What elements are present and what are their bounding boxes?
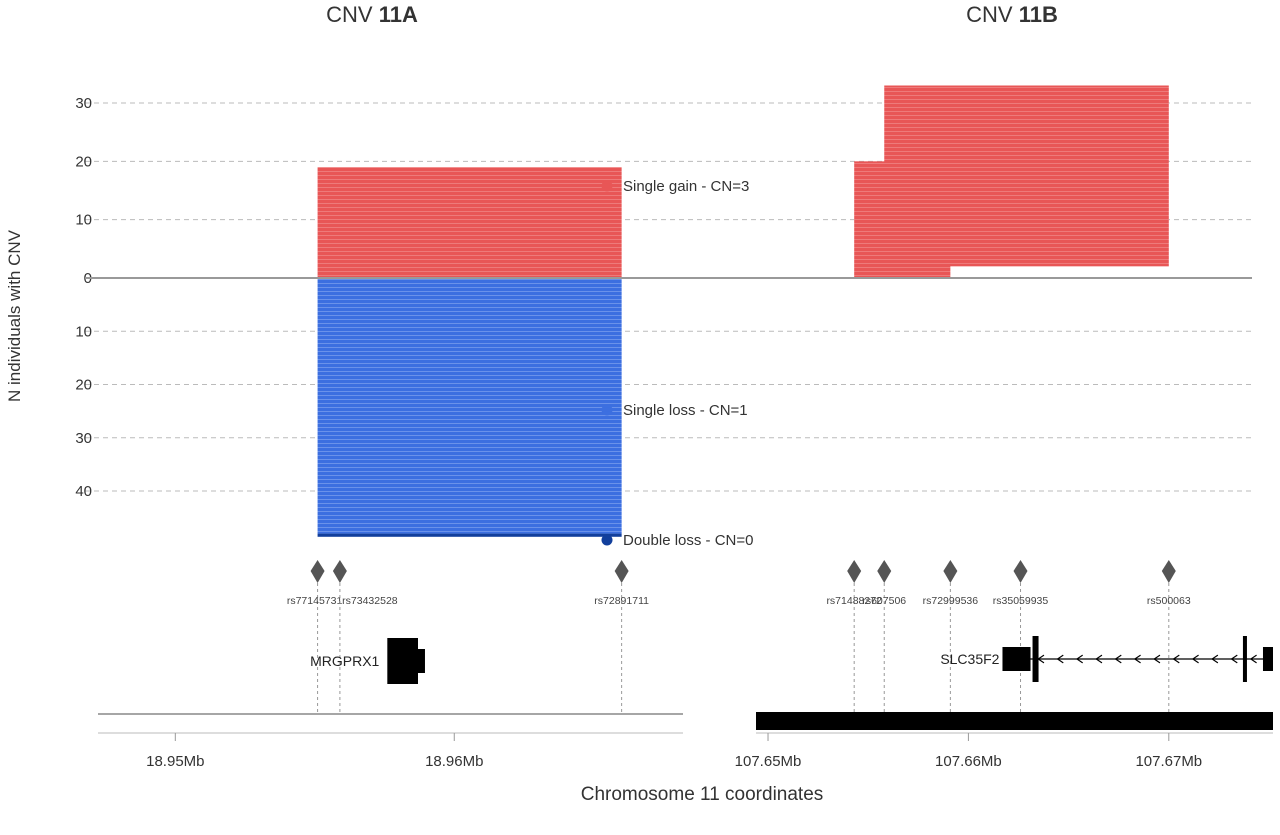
gene-utr	[418, 649, 425, 673]
y-tick-label: 20	[75, 153, 92, 170]
x-tick-label: 18.95Mb	[146, 753, 204, 770]
y-tick-label: 20	[75, 377, 92, 394]
cnv-bar-gain	[317, 167, 622, 278]
y-tick-label: 10	[75, 212, 92, 229]
x-tick-label: 107.67Mb	[1135, 753, 1202, 770]
panel-title-id: 11A	[379, 2, 418, 27]
snp-diamond-icon	[332, 560, 347, 583]
snp-label: rs72891711	[594, 595, 649, 607]
panel-titles: CNV 11A CNV 11B	[326, 2, 1058, 27]
gene-exon	[1032, 636, 1039, 682]
snp-label: rs500063	[1147, 595, 1191, 607]
chromosome-bars	[98, 712, 1273, 730]
snp-label: rs72999536	[923, 595, 979, 607]
panel-title-11a: CNV 11A	[326, 2, 418, 27]
snp-diamond-icon	[614, 560, 629, 583]
panel-title-prefix: CNV	[326, 2, 379, 27]
snp-diamond-icon	[310, 560, 325, 583]
snp-label: rs77145731	[287, 595, 343, 607]
cnv-bar-loss	[317, 278, 622, 534]
cnv-bar-gain	[884, 85, 1169, 267]
gene-label: MRGPRX1	[310, 653, 379, 669]
snp-label: rs73432528	[342, 595, 398, 607]
x-tick-label: 107.66Mb	[935, 753, 1002, 770]
y-tick-label: 10	[75, 323, 92, 340]
snp-label: rs71488272	[826, 595, 882, 607]
y-tick-label: 30	[75, 430, 92, 447]
y-axis-title: N individuals with CNV	[5, 229, 24, 402]
cnv-bar-double-loss	[317, 533, 622, 537]
x-tick-label: 107.65Mb	[735, 753, 802, 770]
y-axis: 302010010203040	[75, 95, 92, 500]
legend-label: Single loss - CN=1	[623, 402, 748, 419]
cnv-bars	[317, 85, 1169, 537]
snp-diamond-icon	[1161, 560, 1176, 583]
panel-title-prefix: CNV	[966, 2, 1019, 27]
legend-swatch	[601, 404, 613, 416]
gene-label: SLC35F2	[940, 651, 999, 667]
y-tick-label: 40	[75, 483, 92, 500]
gene-exon	[1242, 636, 1247, 682]
snp-diamond-icon	[847, 560, 862, 583]
snp-markers: rs77145731 rs73432528 rs72891711 rs71488272…	[287, 560, 1191, 712]
snp-diamond-icon	[877, 560, 892, 583]
legend-swatch	[601, 534, 613, 546]
snp-label: rs35059935	[993, 595, 1049, 607]
snp-diamond-icon	[943, 560, 958, 583]
gene-tracks: MRGPRX1 SLC35F2	[310, 636, 1273, 684]
panel-title-11b: CNV 11B	[966, 2, 1058, 27]
panel-title-id: 11B	[1019, 2, 1058, 27]
legend-swatch	[601, 180, 613, 192]
legend-label: Single gain - CN=3	[623, 178, 749, 195]
x-tick-label: 18.96Mb	[425, 753, 483, 770]
snp-label: rs607506	[862, 595, 906, 607]
gene-exon	[1002, 647, 1031, 671]
legend: Single gain - CN=3 Single loss - CN=1 Doub…	[601, 178, 753, 549]
x-axes: 18.95Mb 18.96Mb 107.65Mb 107.66Mb 107.67Mb	[98, 732, 1273, 770]
x-axis-title: Chromosome 11 coordinates	[581, 784, 824, 805]
legend-label: Double loss - CN=0	[623, 532, 753, 549]
gene-body	[387, 638, 418, 684]
chromosome-band	[756, 712, 1273, 730]
gene-exon	[1262, 647, 1273, 671]
y-tick-label: 30	[75, 95, 92, 112]
snp-diamond-icon	[1013, 560, 1028, 583]
